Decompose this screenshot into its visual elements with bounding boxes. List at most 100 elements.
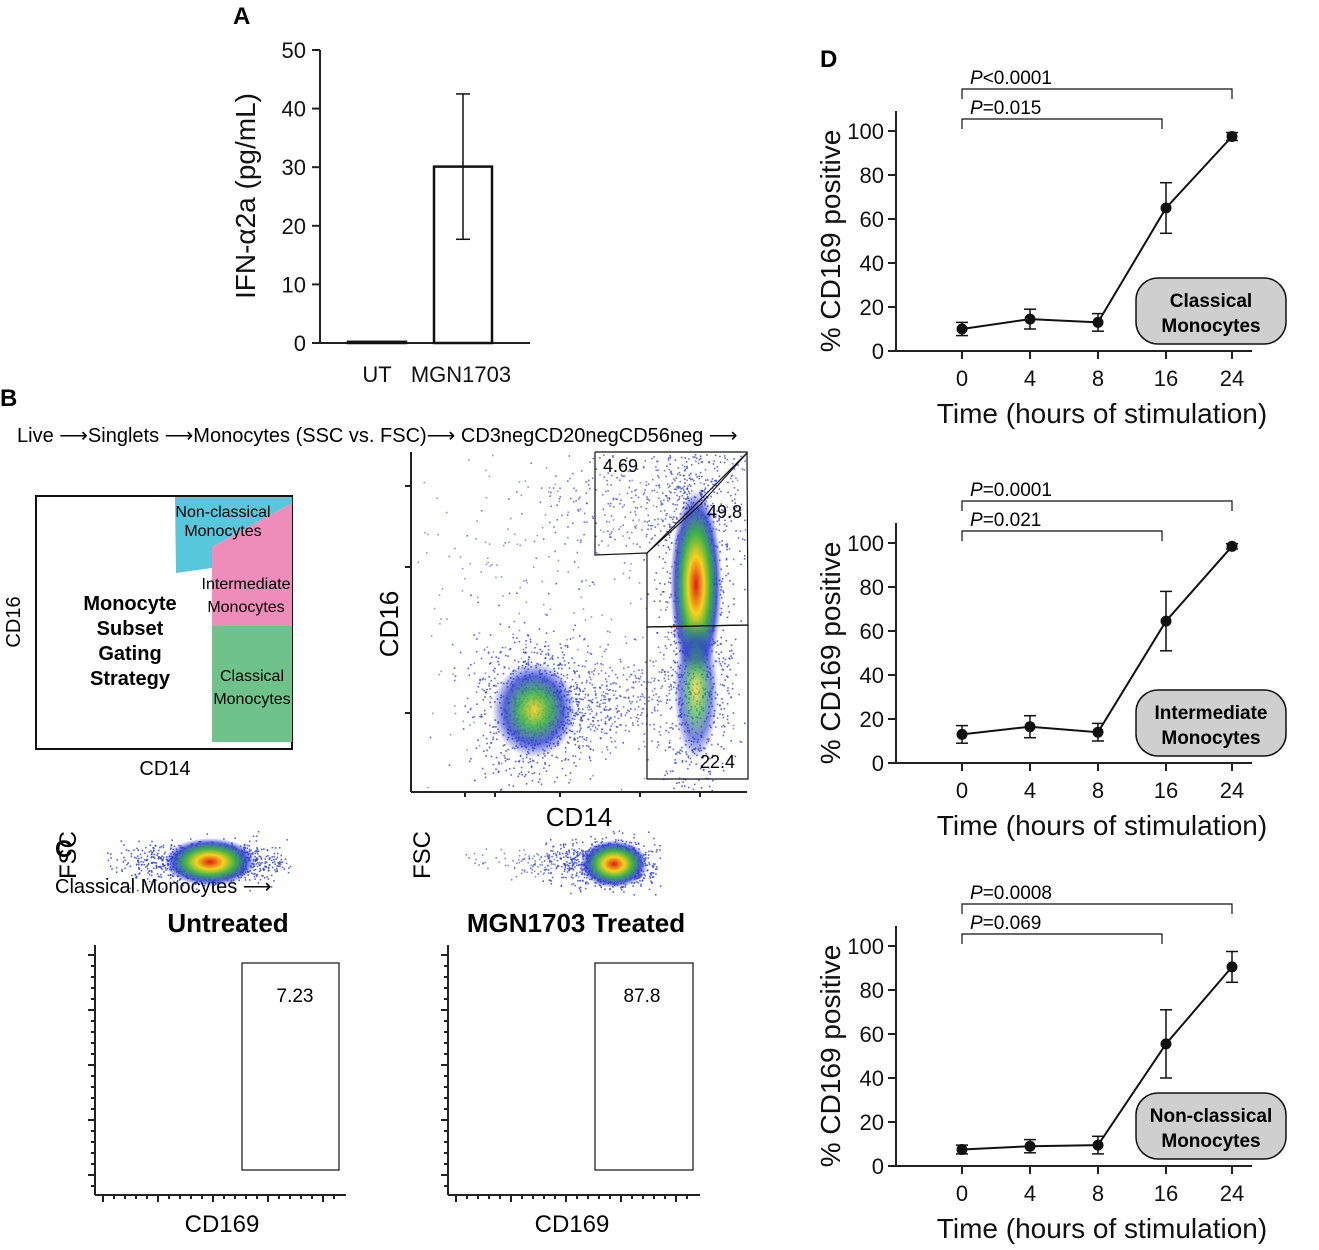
- schematic-title: Monocyte: [83, 593, 176, 615]
- event-dot: [596, 714, 598, 716]
- event-dot: [565, 844, 567, 846]
- event-dot: [607, 644, 609, 646]
- event-dot: [487, 646, 489, 648]
- event-dot: [724, 731, 726, 733]
- event-dot: [574, 689, 576, 691]
- event-dot: [623, 697, 625, 699]
- event-dot: [672, 522, 674, 524]
- event-dot: [163, 845, 165, 847]
- event-dot: [721, 665, 723, 667]
- event-dot: [608, 503, 610, 505]
- event-dot: [681, 747, 683, 749]
- x-category-label: MGN1703: [411, 362, 511, 387]
- event-dot: [676, 508, 678, 510]
- event-dot: [541, 784, 543, 786]
- event-dot: [121, 840, 123, 842]
- event-dot: [567, 868, 569, 870]
- region-intermediate-label: Intermediate: [202, 576, 291, 593]
- event-dot: [606, 681, 608, 683]
- event-dot: [674, 511, 676, 513]
- event-dot: [594, 664, 596, 666]
- event-dot: [566, 851, 568, 853]
- event-dot: [557, 851, 559, 853]
- event-dot: [570, 857, 572, 859]
- event-dot: [669, 690, 671, 692]
- event-dot: [661, 686, 663, 688]
- gating-flow: Live ⟶Singlets ⟶Monocytes (SSC vs. FSC)⟶…: [17, 425, 738, 447]
- event-dot: [615, 732, 617, 734]
- event-dot: [664, 678, 666, 680]
- event-dot: [656, 849, 658, 851]
- event-dot: [622, 506, 624, 508]
- event-dot: [521, 495, 523, 497]
- event-dot: [727, 715, 729, 717]
- event-dot: [586, 481, 588, 483]
- event-dot: [628, 731, 630, 733]
- event-dot: [721, 540, 723, 542]
- event-dot: [629, 710, 631, 712]
- event-dot: [671, 517, 673, 519]
- event-dot: [556, 868, 558, 870]
- event-dot: [741, 741, 743, 743]
- event-dot: [654, 708, 656, 710]
- event-dot: [540, 502, 542, 504]
- c1-xlabel: CD169: [185, 1211, 260, 1238]
- event-dot: [463, 728, 465, 730]
- event-dot: [657, 700, 659, 702]
- event-dot: [534, 772, 536, 774]
- event-dot: [608, 700, 610, 702]
- event-dot: [531, 652, 533, 654]
- event-dot: [659, 600, 661, 602]
- schematic-xlabel: CD14: [139, 758, 190, 780]
- event-dot: [470, 709, 472, 711]
- event-dot: [738, 694, 740, 696]
- event-dot: [575, 765, 577, 767]
- event-dot: [733, 725, 735, 727]
- event-dot: [538, 873, 540, 875]
- event-dot: [493, 651, 495, 653]
- event-dot: [258, 882, 260, 884]
- event-dot: [285, 858, 287, 860]
- event-dot: [570, 863, 572, 865]
- event-dot: [133, 849, 135, 851]
- event-dot: [469, 761, 471, 763]
- event-dot: [637, 507, 639, 509]
- event-dot: [638, 681, 640, 683]
- event-dot: [264, 877, 266, 879]
- event-dot: [648, 483, 650, 485]
- event-dot: [677, 500, 679, 502]
- event-dot: [476, 703, 478, 705]
- event-dot: [744, 461, 746, 463]
- event-dot: [677, 474, 679, 476]
- event-dot: [557, 757, 559, 759]
- event-dot: [574, 733, 576, 735]
- event-dot: [600, 700, 602, 702]
- event-dot: [732, 463, 734, 465]
- event-dot: [728, 611, 730, 613]
- event-dot: [546, 770, 548, 772]
- event-dot: [676, 478, 678, 480]
- event-dot: [552, 877, 554, 879]
- event-dot: [678, 467, 680, 469]
- event-dot: [580, 539, 582, 541]
- event-dot: [656, 851, 658, 853]
- event-dot: [735, 494, 737, 496]
- event-dot: [740, 530, 742, 532]
- event-dot: [261, 858, 263, 860]
- event-dot: [673, 749, 675, 751]
- event-dot: [611, 515, 613, 517]
- event-dot: [537, 535, 539, 537]
- event-dot: [556, 756, 558, 758]
- event-dot: [622, 832, 624, 834]
- event-dot: [588, 671, 590, 673]
- event-dot: [604, 696, 606, 698]
- event-dot: [575, 885, 577, 887]
- event-dot: [677, 752, 679, 754]
- event-dot: [727, 573, 729, 575]
- event-dot: [608, 675, 610, 677]
- event-dot: [732, 481, 734, 483]
- event-dot: [482, 768, 484, 770]
- event-dot: [567, 677, 569, 679]
- event-dot: [744, 469, 746, 471]
- event-dot: [653, 872, 655, 874]
